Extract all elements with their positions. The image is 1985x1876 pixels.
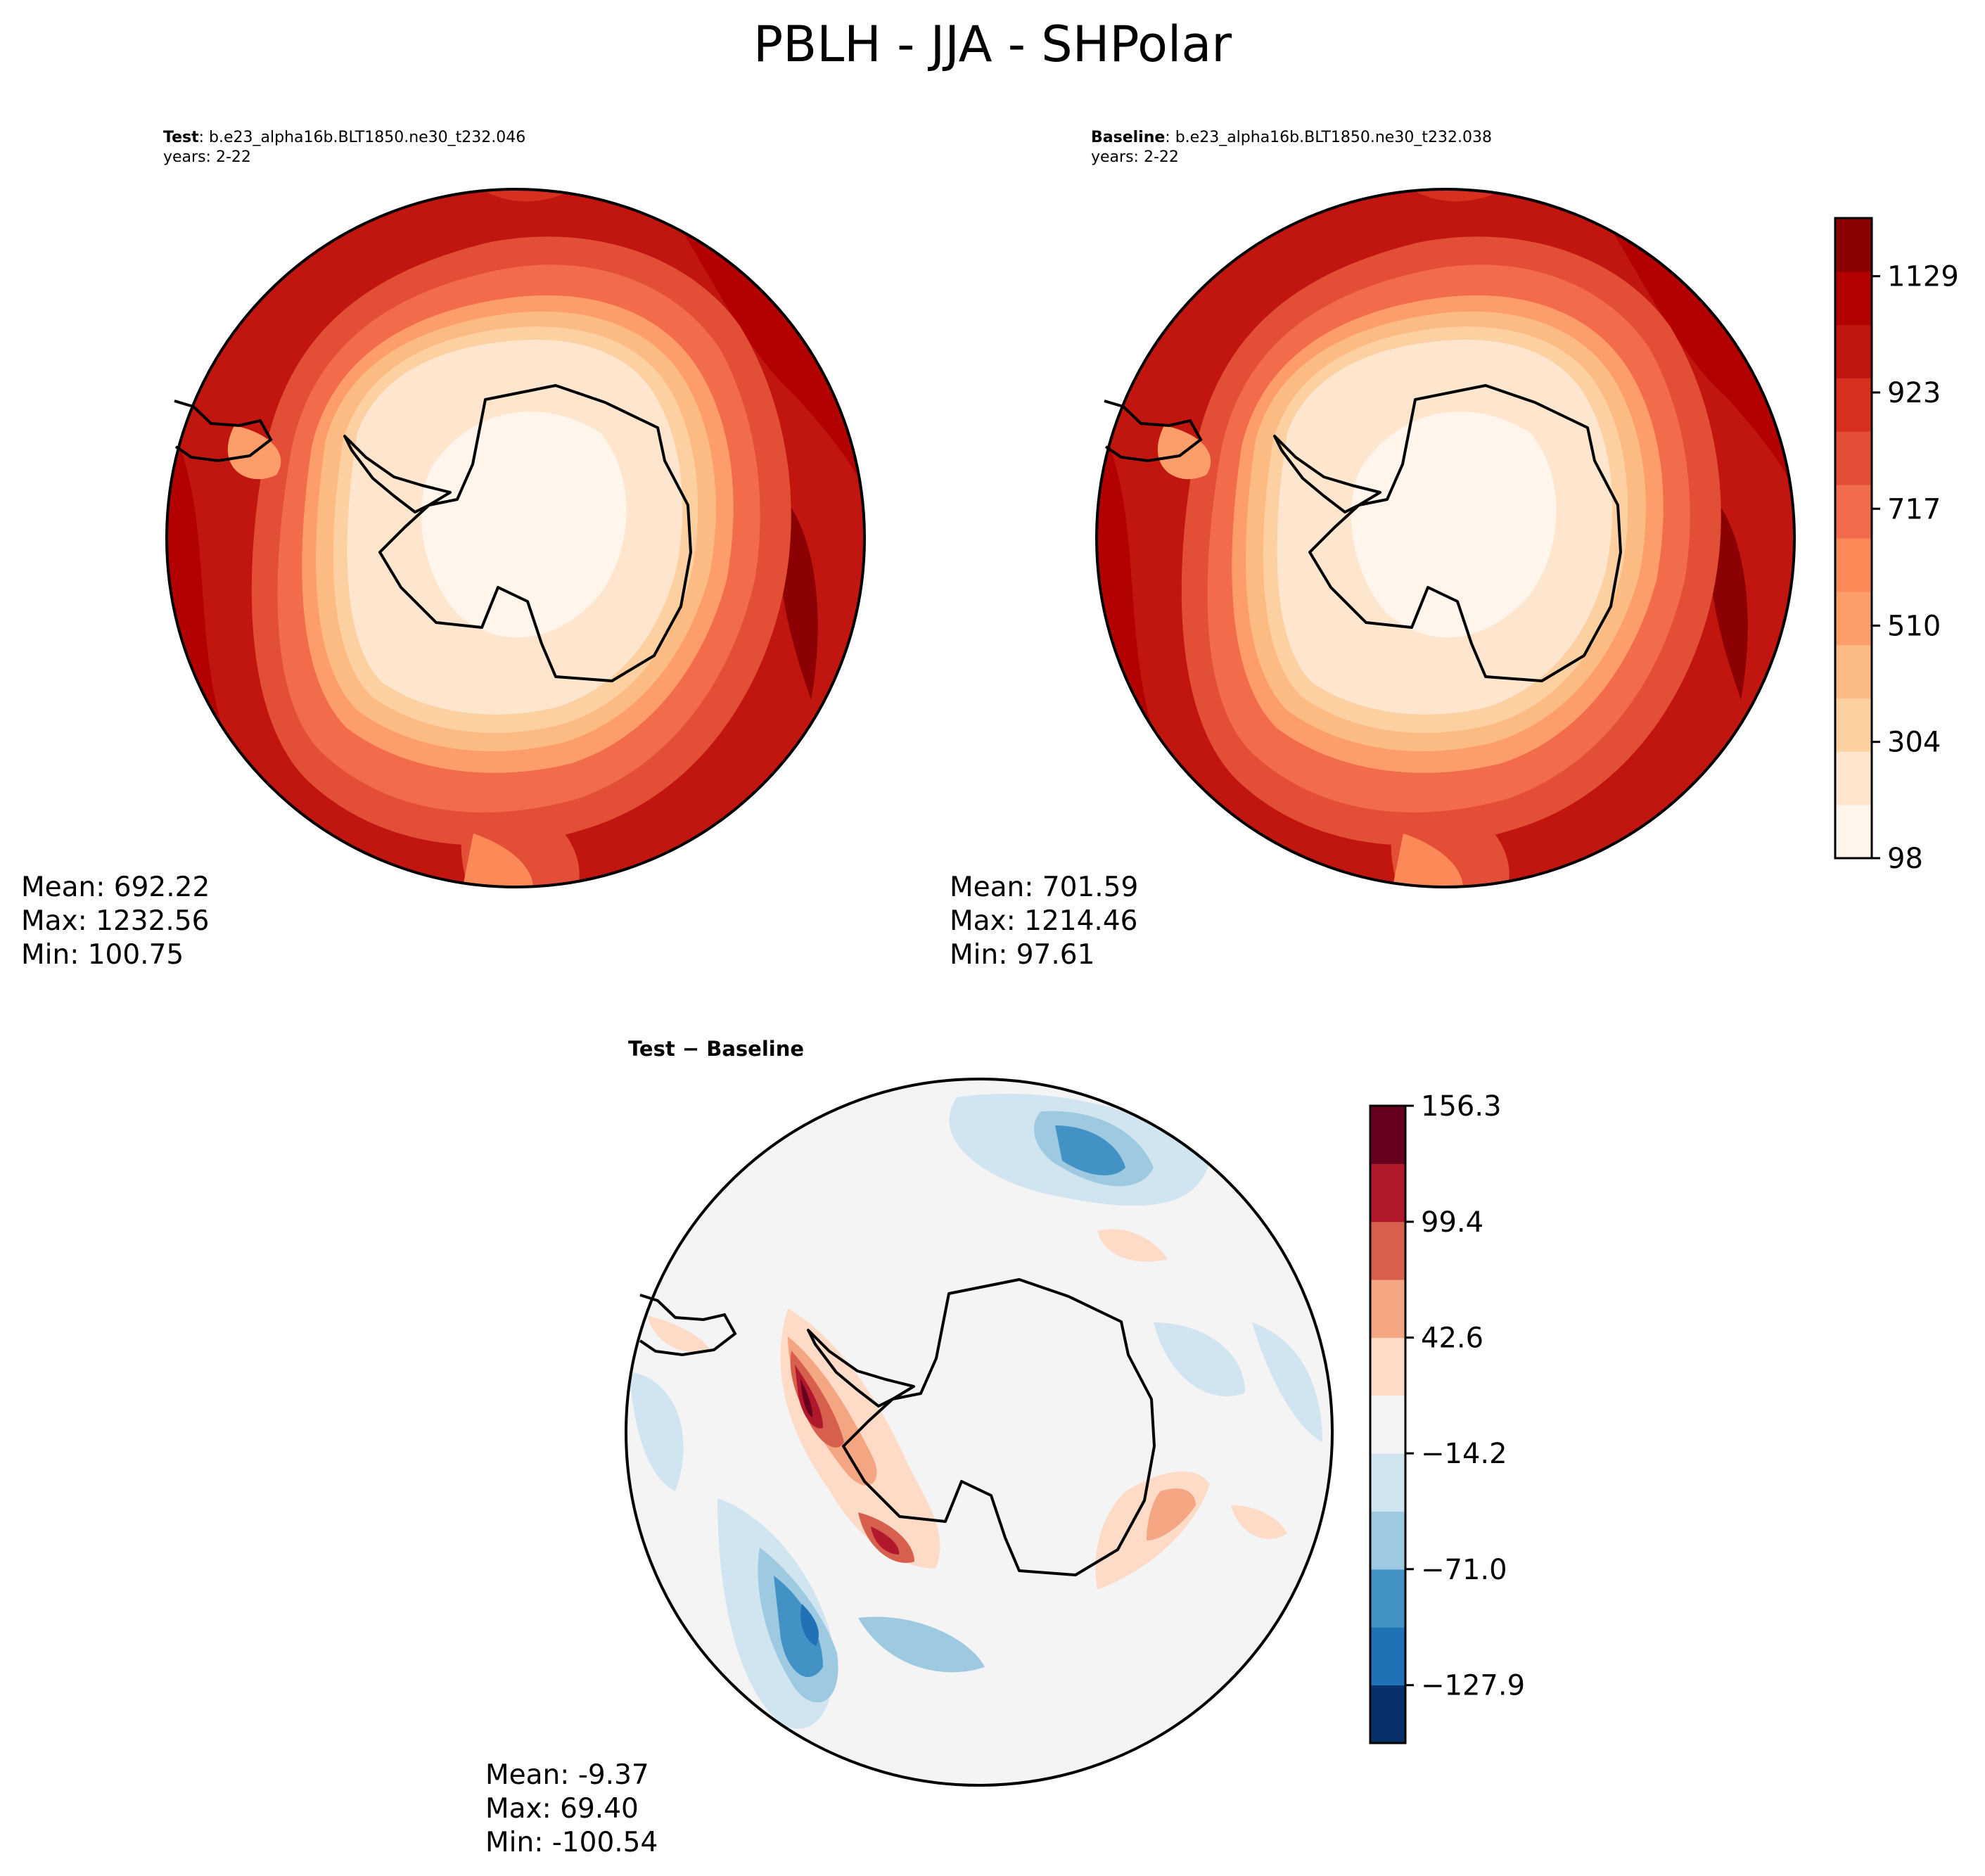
baseline-map-border [1095,188,1796,888]
diff-stats: Mean: -9.37 Max: 69.40 Min: -100.54 [485,1759,658,1860]
baseline-panel-title: Baseline: b.e23_alpha16b.BLT1850.ne30_t2… [1091,128,1492,167]
baseline-case: : b.e23_alpha16b.BLT1850.ne30_t232.038 [1165,129,1492,146]
diff-colorbar-level [1370,1453,1405,1512]
test-south-america-tip [174,400,273,463]
diff-colorbar-level [1370,1511,1405,1570]
baseline-max: Max: 1214.46 [950,905,1138,937]
diff-colorbar-level [1370,1280,1405,1338]
diff-min: Min: -100.54 [485,1827,658,1858]
baseline-label: Baseline [1091,129,1166,146]
baseline-contour-field [1097,189,1794,887]
abs-colorbar-level [1835,485,1872,539]
diff-colorbar-tick-label: −71.0 [1421,1554,1507,1586]
diff-colorbar-level [1370,1627,1405,1686]
abs-colorbar-level [1835,271,1872,326]
baseline-mean: Mean: 701.59 [950,872,1139,903]
abs-colorbar: 98 304 510 717 923 1129 [1834,217,1959,875]
test-antarctica-coastline [343,384,692,682]
test-map-border [165,188,866,888]
test-label: Test [163,129,199,146]
diff-colorbar-level [1370,1685,1405,1744]
abs-colorbar-level [1835,751,1872,805]
diff-colorbar: 156.3 99.4 42.6 −14.2 −71.0 −127.9 [1369,1090,1525,1744]
diff-map-border [625,1078,1334,1787]
test-years: years: 2-22 [163,148,251,166]
abs-colorbar-tick-label: 923 [1887,377,1941,409]
diff-colorbar-level [1370,1163,1405,1223]
abs-colorbar-level [1835,698,1872,752]
baseline-map [1095,188,1796,888]
baseline-stats: Mean: 701.59 Max: 1214.46 Min: 97.61 [950,871,1138,972]
abs-colorbar-level [1835,218,1872,272]
diff-colorbar-tick-label: 42.6 [1421,1322,1483,1355]
diff-colorbar-tick-label: 99.4 [1421,1206,1483,1239]
abs-colorbar-level [1835,431,1872,485]
abs-colorbar-level [1835,538,1872,592]
diff-colorbar-tick-label: 156.3 [1421,1090,1502,1123]
abs-colorbar-level [1835,378,1872,432]
diff-max: Max: 69.40 [485,1793,639,1825]
test-map [165,188,866,888]
test-min: Min: 100.75 [21,939,184,971]
diff-map [625,1078,1334,1787]
diff-panel-title: Test − Baseline [628,1037,805,1061]
abs-colorbar-tick-label: 1129 [1887,261,1959,293]
figure-title: PBLH - JJA - SHPolar [753,15,1232,73]
diff-colorbar-level [1370,1569,1405,1628]
diff-mean: Mean: -9.37 [485,1759,649,1791]
diff-colorbar-frame [1369,1104,1407,1744]
abs-colorbar-level [1835,644,1872,698]
abs-colorbar-tick-label: 98 [1887,843,1923,875]
diff-colorbar-tick-label: −127.9 [1421,1670,1525,1702]
baseline-south-america-tip [1104,400,1203,463]
abs-colorbar-tick-label: 717 [1887,493,1941,525]
test-panel-title: Test: b.e23_alpha16b.BLT1850.ne30_t232.0… [163,128,525,167]
abs-colorbar-level [1835,591,1872,646]
baseline-antarctica-coastline [1273,384,1622,682]
diff-colorbar-level [1370,1395,1405,1454]
abs-colorbar-level [1835,805,1872,859]
diff-colorbar-level [1370,1337,1405,1396]
abs-colorbar-frame [1834,217,1873,860]
diff-colorbar-level [1370,1106,1405,1164]
diff-contour-field [626,1079,1332,1785]
baseline-years: years: 2-22 [1091,148,1179,166]
baseline-min: Min: 97.61 [950,939,1095,971]
test-max: Max: 1232.56 [21,905,210,937]
abs-colorbar-tick-label: 510 [1887,610,1941,642]
diff-colorbar-level [1370,1221,1405,1280]
abs-colorbar-level [1835,324,1872,378]
test-stats: Mean: 692.22 Max: 1232.56 Min: 100.75 [21,871,210,972]
test-mean: Mean: 692.22 [21,872,210,903]
test-contour-field [167,189,864,887]
diff-south-america-tip [639,1294,737,1357]
diff-antarctica-coastline [807,1278,1156,1576]
diff-colorbar-tick-label: −14.2 [1421,1438,1507,1470]
abs-colorbar-tick-label: 304 [1887,727,1941,759]
test-case: : b.e23_alpha16b.BLT1850.ne30_t232.046 [198,129,526,146]
